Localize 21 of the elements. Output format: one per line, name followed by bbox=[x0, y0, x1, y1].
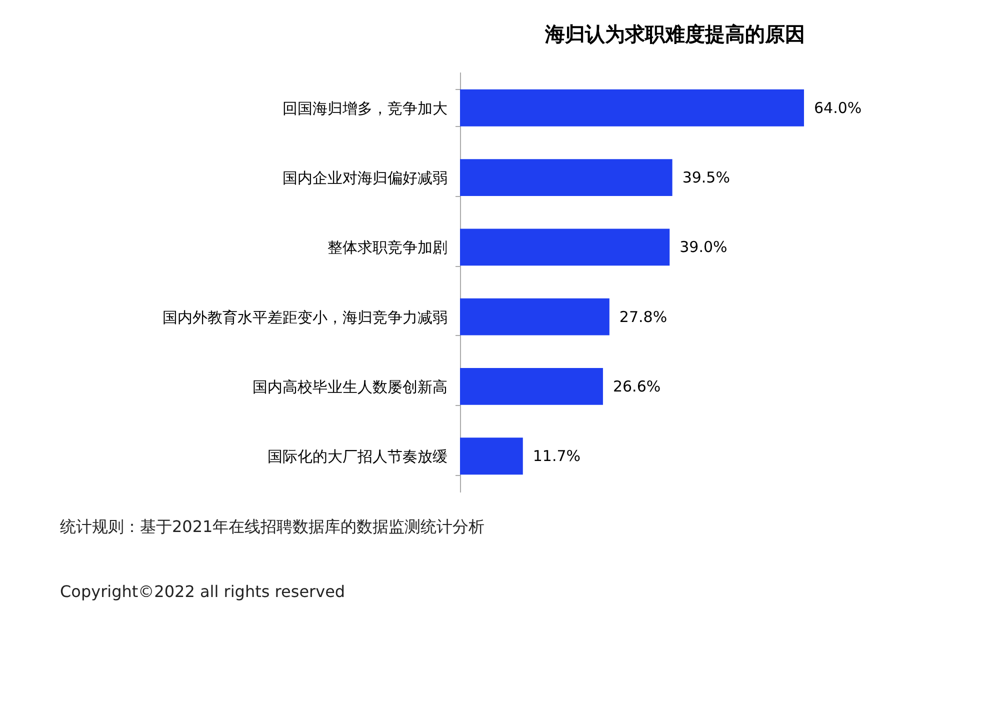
text: Copyright©2022 all rights reserved bbox=[60, 582, 346, 601]
y-tick-label: 国内外教育水平差距变小，海归竞争力减弱 bbox=[162, 308, 448, 326]
bar bbox=[460, 228, 670, 266]
data-label: 26.6% bbox=[612, 377, 661, 396]
data-label: 39.0% bbox=[680, 238, 728, 256]
y-tick-label: 整体求职竞争加剧 bbox=[328, 238, 448, 257]
data-label: 11.7% bbox=[532, 447, 581, 466]
data-label: 27.8% bbox=[619, 308, 668, 326]
bar bbox=[460, 368, 603, 405]
y-tick-label: 国内企业对海归偏好减弱 bbox=[282, 169, 448, 188]
y-tick-label: 国际化的大厂招人节奏放缓 bbox=[268, 448, 448, 466]
bar bbox=[460, 89, 804, 126]
y-tick-label: 国内高校毕业生人数屡创新高 bbox=[252, 378, 448, 396]
text: 统计规则：基于2021年在线招聘数据库的数据监测统计分析 bbox=[60, 517, 485, 536]
bar bbox=[460, 438, 523, 475]
chart-title: 海归认为求职难度提高的原因 bbox=[544, 22, 805, 46]
bar bbox=[460, 298, 610, 336]
bar bbox=[460, 159, 672, 196]
data-label: 39.5% bbox=[682, 168, 730, 187]
data-label: 64.0% bbox=[814, 98, 862, 117]
y-tick-label: 回国海归增多，竞争加大 bbox=[282, 99, 448, 118]
